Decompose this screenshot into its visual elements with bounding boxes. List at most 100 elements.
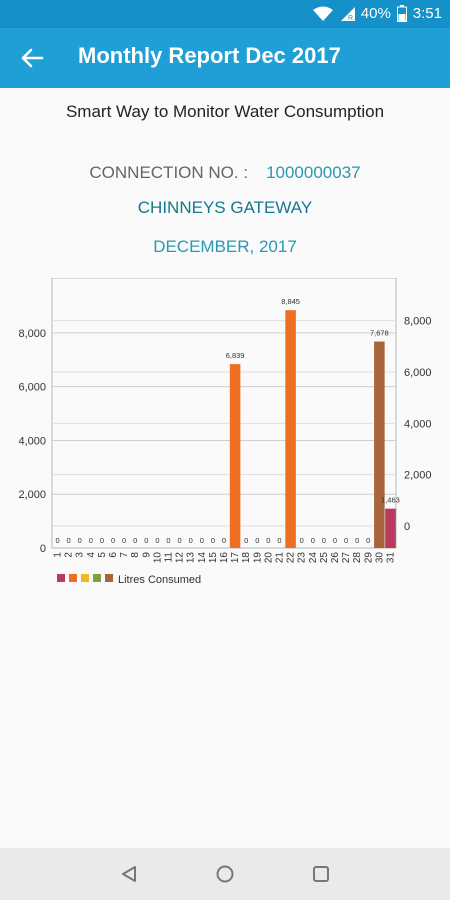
- data-label: 0: [166, 536, 170, 545]
- x-tick-label: 25: [319, 552, 330, 564]
- data-label: 0: [111, 536, 115, 545]
- data-label: 7,678: [370, 329, 389, 338]
- x-tick-label: 15: [208, 552, 219, 564]
- x-tick-label: 28: [352, 552, 363, 564]
- connection-label: CONNECTION NO. :: [89, 163, 249, 182]
- data-label: 0: [333, 536, 337, 545]
- right-tick-label: 2,000: [404, 470, 432, 482]
- svg-text:R: R: [348, 15, 353, 22]
- data-label: 0: [133, 536, 137, 545]
- data-label: 0: [277, 536, 281, 545]
- x-tick-label: 22: [286, 552, 297, 564]
- data-label: 0: [311, 536, 315, 545]
- x-tick-label: 11: [164, 552, 175, 563]
- x-tick-label: 2: [64, 552, 75, 558]
- left-tick-label: 0: [40, 543, 46, 555]
- data-label: 0: [322, 536, 326, 545]
- report-content: Smart Way to Monitor Water Consumption C…: [0, 88, 450, 848]
- back-triangle-icon[interactable]: [119, 864, 139, 884]
- bar: [385, 508, 396, 548]
- connection-number: 1000000037: [266, 163, 361, 182]
- bar: [285, 310, 296, 548]
- data-label: 0: [355, 536, 359, 545]
- left-tick-label: 6,000: [18, 382, 46, 394]
- home-circle-icon[interactable]: [215, 864, 235, 884]
- x-tick-label: 29: [363, 552, 374, 564]
- data-label: 0: [189, 536, 193, 545]
- right-tick-label: 4,000: [404, 418, 432, 430]
- battery-icon: [396, 5, 407, 22]
- x-tick-label: 24: [308, 552, 319, 564]
- data-label: 0: [300, 536, 304, 545]
- x-tick-label: 19: [252, 552, 263, 564]
- data-label: 0: [55, 536, 59, 545]
- data-label: 8,845: [281, 297, 300, 306]
- x-tick-label: 1: [53, 552, 64, 558]
- x-tick-label: 21: [274, 552, 285, 564]
- tagline: Smart Way to Monitor Water Consumption: [65, 102, 385, 121]
- site-name: CHINNEYS GATEWAY: [137, 198, 313, 217]
- right-tick-label: 0: [404, 521, 410, 533]
- left-tick-label: 2,000: [18, 489, 46, 501]
- navigation-bar: [0, 848, 450, 900]
- x-tick-label: 27: [341, 552, 352, 564]
- status-bar: R 40% 3:51: [0, 0, 450, 28]
- data-label: 0: [67, 536, 71, 545]
- right-tick-label: 8,000: [404, 316, 432, 328]
- x-tick-label: 4: [86, 552, 97, 558]
- data-label: 0: [222, 536, 226, 545]
- data-label: 0: [122, 536, 126, 545]
- x-tick-label: 7: [119, 552, 130, 558]
- x-tick-label: 10: [152, 552, 163, 564]
- data-label: 0: [255, 536, 259, 545]
- left-tick-label: 4,000: [18, 435, 46, 447]
- x-tick-label: 6: [108, 552, 119, 558]
- data-label: 1,463: [381, 496, 400, 505]
- x-tick-label: 17: [230, 552, 241, 564]
- data-label: 0: [155, 536, 159, 545]
- right-tick-label: 6,000: [404, 367, 432, 379]
- recents-square-icon[interactable]: [311, 864, 331, 884]
- app-bar: Monthly Report Dec 2017: [0, 28, 450, 88]
- data-label: 0: [244, 536, 248, 545]
- x-tick-label: 16: [219, 552, 230, 564]
- clock: 3:51: [412, 5, 442, 22]
- report-period: DECEMBER, 2017: [153, 237, 297, 256]
- legend-swatch: [81, 574, 89, 582]
- left-tick-label: 8,000: [18, 328, 46, 340]
- back-arrow-icon[interactable]: [18, 44, 46, 72]
- wifi-icon: [312, 6, 333, 21]
- data-label: 0: [100, 536, 104, 545]
- legend-swatch: [69, 574, 77, 582]
- data-label: 0: [211, 536, 215, 545]
- x-tick-label: 13: [186, 552, 197, 564]
- data-label: 0: [266, 536, 270, 545]
- x-tick-label: 31: [385, 552, 396, 564]
- x-tick-label: 3: [75, 552, 86, 558]
- x-tick-label: 20: [263, 552, 274, 564]
- data-label: 0: [344, 536, 348, 545]
- data-label: 6,839: [226, 351, 245, 360]
- legend-swatch: [57, 574, 65, 582]
- status-icons: R 40% 3:51: [312, 5, 442, 22]
- data-label: 0: [89, 536, 93, 545]
- x-tick-label: 18: [241, 552, 252, 564]
- x-tick-label: 8: [130, 552, 141, 558]
- data-label: 0: [178, 536, 182, 545]
- data-label: 0: [144, 536, 148, 545]
- data-label: 0: [366, 536, 370, 545]
- consumption-bar-chart: 0 2,000 4,000 6,000 8,000 0 2,000 4,000 6,000 8,0…: [18, 278, 432, 586]
- data-label: 0: [78, 536, 82, 545]
- bar: [374, 341, 385, 548]
- plot-area: [51, 278, 397, 549]
- x-tick-label: 9: [141, 552, 152, 558]
- x-tick-label: 5: [97, 552, 108, 558]
- x-tick-label: 23: [297, 552, 308, 564]
- battery-percent: 40%: [360, 5, 391, 22]
- data-label: 0: [200, 536, 204, 545]
- signal-icon: R: [340, 6, 355, 22]
- legend-label: Litres Consumed: [118, 574, 201, 586]
- legend-swatch: [93, 574, 101, 582]
- page-title: Monthly Report Dec 2017: [78, 43, 341, 68]
- legend-swatch: [105, 574, 113, 582]
